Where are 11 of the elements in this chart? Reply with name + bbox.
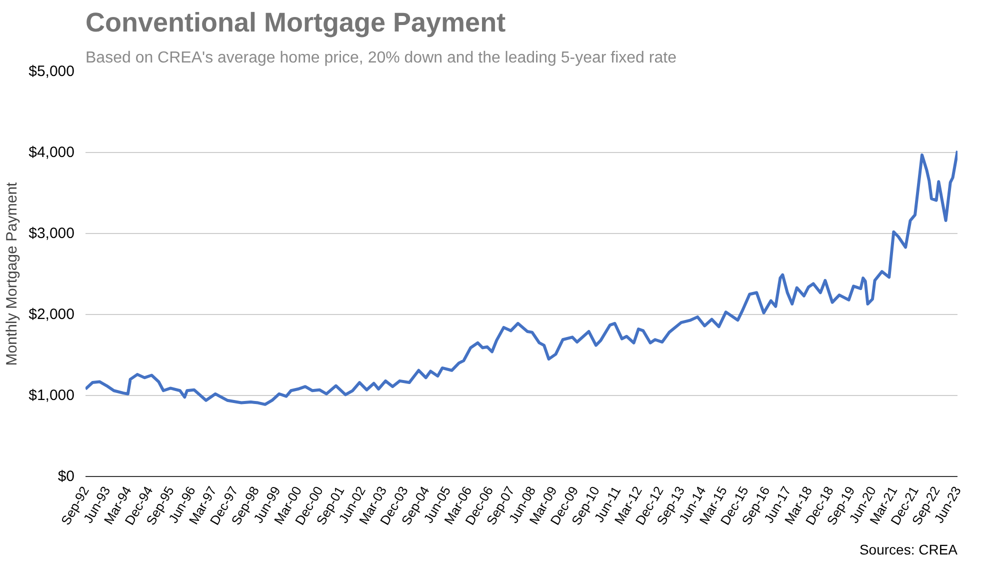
chart-subtitle: Based on CREA's average home price, 20% down and the leading 5-year fixed rate [86,50,677,66]
y-tick-label: $1,000 [28,387,75,404]
y-tick-label: $2,000 [28,306,75,323]
chart-title: Conventional Mortgage Payment [86,8,506,38]
y-tick-label: $5,000 [28,63,75,80]
line-series [86,149,958,406]
y-tick-label: $0 [58,468,75,485]
source-note: Sources: CREA [859,542,958,558]
y-tick-label: $3,000 [28,225,75,242]
y-tick-label: $4,000 [28,144,75,161]
y-axis-title: Monthly Mortgage Payment [4,181,21,366]
